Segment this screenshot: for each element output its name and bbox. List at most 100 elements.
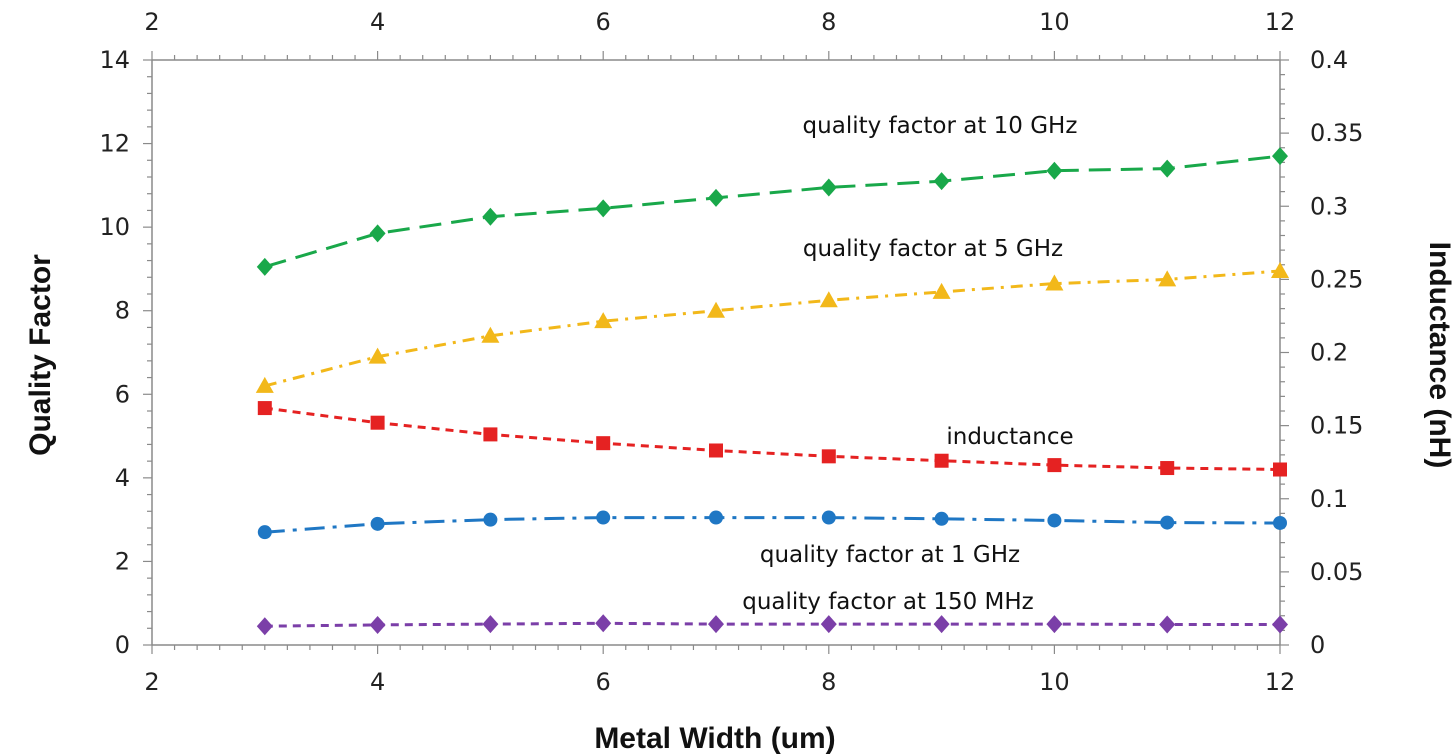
series-line xyxy=(264,269,1281,388)
data-point-diamond xyxy=(708,615,724,634)
y-tick-label: 4 xyxy=(115,464,130,492)
series-line xyxy=(264,154,1281,269)
series-markers xyxy=(255,147,1289,636)
data-point-diamond xyxy=(708,188,724,207)
y2-tick-label: 0.4 xyxy=(1310,46,1348,74)
data-point-diamond xyxy=(1046,161,1063,180)
data-point-diamond xyxy=(369,224,386,243)
y-tick-label: 10 xyxy=(99,213,130,241)
data-point-diamond xyxy=(1159,615,1176,634)
x-top-tick-label: 4 xyxy=(370,8,385,36)
x-tick-label: 6 xyxy=(596,668,611,696)
data-point-circle xyxy=(596,510,611,525)
data-point-triangle xyxy=(368,347,387,364)
data-point-square xyxy=(1047,458,1062,473)
data-point-square xyxy=(709,443,723,458)
series-line xyxy=(264,621,1280,628)
data-point-diamond xyxy=(482,615,499,634)
y2-axis-title: Inductance (nH) xyxy=(1423,242,1453,469)
y-tick-label: 6 xyxy=(115,380,130,408)
data-point-triangle xyxy=(1158,270,1177,287)
y2-tick-label: 0.25 xyxy=(1310,265,1363,293)
data-point-diamond xyxy=(1272,615,1288,634)
axis-tick-labels: 22446688101012120246810121400.050.10.150… xyxy=(99,8,1363,696)
x-tick-label: 12 xyxy=(1265,668,1296,696)
data-point-square xyxy=(596,436,611,451)
plot-frame xyxy=(151,59,1281,646)
y2-tick-label: 0 xyxy=(1310,631,1325,659)
data-point-circle xyxy=(1273,515,1287,530)
y-axis-title: Quality Factor xyxy=(24,254,57,456)
data-point-diamond xyxy=(256,257,273,276)
x-tick-label: 8 xyxy=(821,668,836,696)
data-point-triangle xyxy=(932,282,951,299)
data-point-diamond xyxy=(820,615,837,634)
series-annotation: quality factor at 150 MHz xyxy=(742,589,1034,615)
data-point-circle xyxy=(257,525,272,540)
data-point-circle xyxy=(821,510,836,525)
data-point-diamond xyxy=(595,614,612,633)
data-point-diamond xyxy=(595,199,612,218)
x-top-tick-label: 8 xyxy=(821,8,836,36)
data-point-triangle xyxy=(1045,274,1064,291)
data-point-square xyxy=(1160,461,1175,476)
data-point-square xyxy=(370,415,385,430)
data-point-triangle xyxy=(481,326,500,343)
data-point-triangle xyxy=(819,291,838,308)
data-point-triangle xyxy=(1271,262,1289,279)
x-tick-label: 10 xyxy=(1039,668,1070,696)
data-point-circle xyxy=(1047,513,1062,528)
data-point-square xyxy=(257,401,272,416)
data-point-diamond xyxy=(1159,159,1176,178)
x-top-tick-label: 6 xyxy=(596,8,611,36)
data-point-diamond xyxy=(1272,147,1288,166)
series-annotation: quality factor at 5 GHz xyxy=(803,236,1063,262)
y2-tick-label: 0.1 xyxy=(1310,485,1348,513)
data-point-diamond xyxy=(256,617,273,636)
y2-tick-label: 0.15 xyxy=(1310,412,1363,440)
data-point-circle xyxy=(483,512,498,527)
x-top-tick-label: 12 xyxy=(1265,8,1296,36)
y2-tick-label: 0.3 xyxy=(1310,192,1348,220)
x-tick-label: 4 xyxy=(370,668,385,696)
data-point-diamond xyxy=(820,178,837,197)
y-tick-label: 8 xyxy=(115,297,130,325)
x-axis-title: Metal Width (um) xyxy=(594,722,835,755)
x-top-tick-label: 2 xyxy=(144,8,159,36)
y-tick-label: 12 xyxy=(99,130,130,158)
data-point-square xyxy=(1273,462,1287,477)
data-point-triangle xyxy=(707,301,725,318)
data-point-diamond xyxy=(933,172,950,191)
data-point-triangle xyxy=(255,376,274,393)
series-annotations: quality factor at 10 GHz quality factor a… xyxy=(742,113,1077,615)
data-point-circle xyxy=(370,516,385,531)
y2-tick-label: 0.2 xyxy=(1310,339,1348,367)
data-point-square xyxy=(821,449,836,464)
data-point-circle xyxy=(709,510,723,525)
data-point-square xyxy=(483,427,498,442)
y2-tick-label: 0.35 xyxy=(1310,119,1363,147)
data-point-square xyxy=(934,453,949,468)
series-annotation: quality factor at 1 GHz xyxy=(760,542,1020,568)
series-lines xyxy=(264,154,1281,628)
x-top-tick-label: 10 xyxy=(1039,8,1070,36)
data-point-circle xyxy=(1160,515,1175,530)
data-point-diamond xyxy=(482,207,499,226)
axis-ticks xyxy=(143,51,1289,654)
data-point-circle xyxy=(934,511,949,526)
data-point-diamond xyxy=(1046,615,1063,634)
series-annotation: quality factor at 10 GHz xyxy=(803,113,1078,139)
series-line xyxy=(264,406,1281,471)
y2-tick-label: 0.05 xyxy=(1310,558,1363,586)
series-annotation: inductance xyxy=(946,424,1073,450)
data-point-diamond xyxy=(369,615,386,634)
y-tick-label: 2 xyxy=(115,547,130,575)
y-tick-label: 0 xyxy=(115,631,130,659)
x-tick-label: 2 xyxy=(144,668,159,696)
data-point-diamond xyxy=(933,615,950,634)
data-point-triangle xyxy=(594,312,613,329)
series-line xyxy=(264,516,1281,534)
y-tick-label: 14 xyxy=(99,46,130,74)
